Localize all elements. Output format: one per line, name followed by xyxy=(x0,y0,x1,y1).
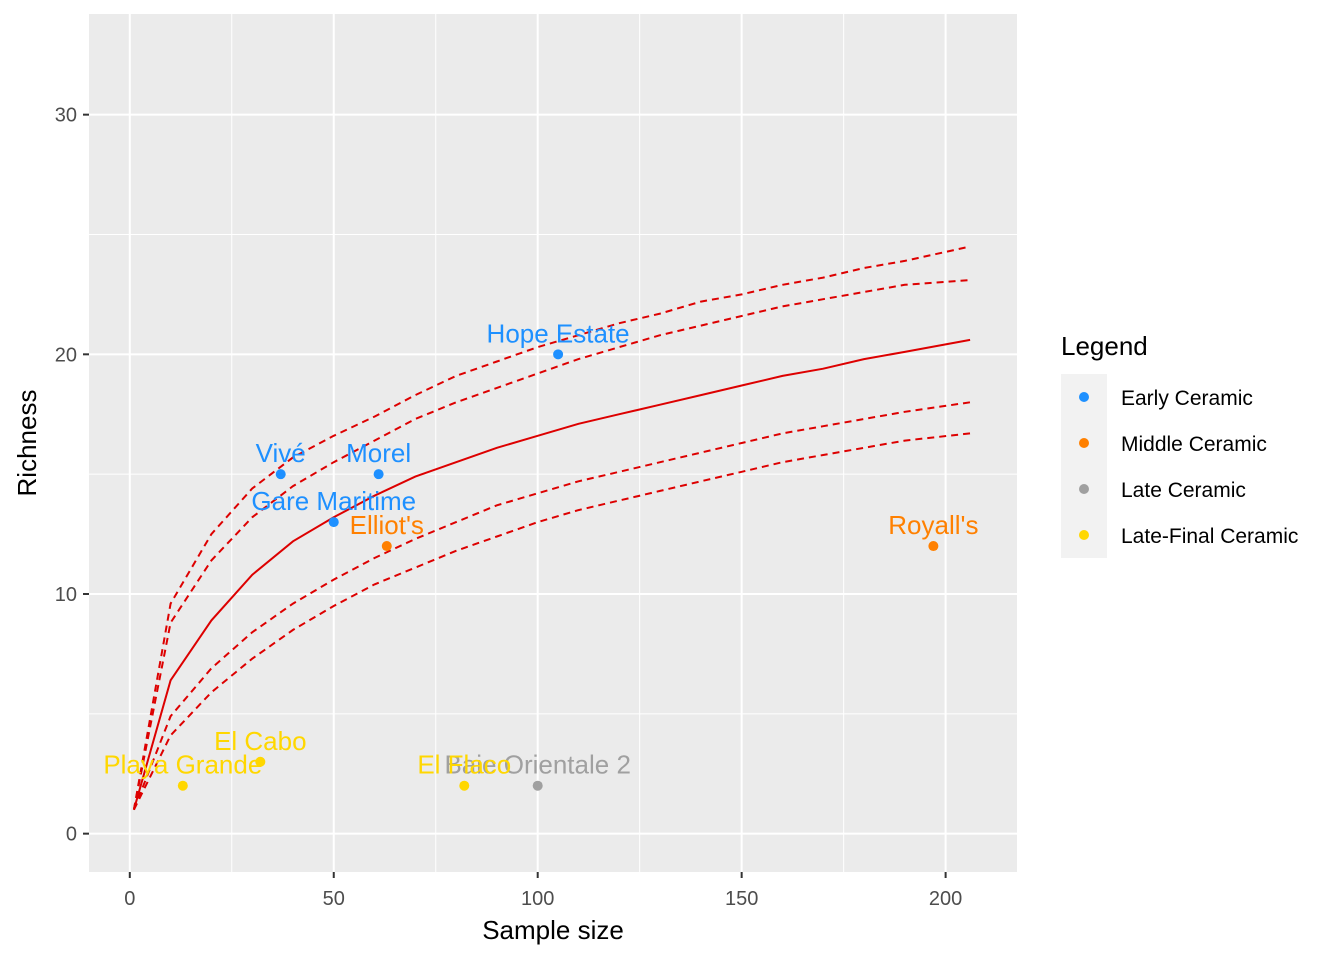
x-tick-label: 150 xyxy=(725,888,758,910)
data-point xyxy=(177,780,188,791)
rarefaction-curves xyxy=(132,245,971,811)
data-point xyxy=(459,780,470,791)
y-tick-label: 10 xyxy=(55,584,77,606)
x-axis-title: Sample size xyxy=(482,915,624,945)
x-axis: 0 50 100 150 200 xyxy=(124,872,962,910)
data-point xyxy=(275,469,286,480)
point-label: El Flaco xyxy=(417,750,511,780)
legend-label: Late Ceramic xyxy=(1121,479,1246,502)
data-point xyxy=(532,780,543,791)
data-point xyxy=(373,469,384,480)
point-label: Baie Orientale 2 xyxy=(444,750,630,780)
legend-label: Middle Ceramic xyxy=(1121,433,1267,456)
data-points xyxy=(177,349,939,791)
legend-key-background xyxy=(1061,374,1107,558)
data-point xyxy=(255,756,266,767)
rarefaction-mean-line xyxy=(132,338,971,810)
rarefaction-upper-inner-line xyxy=(132,279,971,810)
x-tick-label: 200 xyxy=(929,888,962,910)
legend-key-dot xyxy=(1079,484,1089,494)
rarefaction-lower-outer-line xyxy=(133,432,971,811)
point-label: Hope Estate xyxy=(487,318,630,348)
x-tick-label: 100 xyxy=(521,888,554,910)
y-tick-label: 30 xyxy=(55,105,77,127)
x-tick-label: 0 xyxy=(124,888,135,910)
minor-grid xyxy=(89,14,1017,872)
legend-label: Early Ceramic xyxy=(1121,387,1253,410)
point-label: El Cabo xyxy=(214,726,307,756)
legend-key-dot xyxy=(1079,392,1089,402)
data-point xyxy=(928,541,939,552)
point-labels: Hope Estate Vivé Morel Gare MaritimeElliot'… xyxy=(103,318,978,779)
rarefaction-lower-inner-line xyxy=(132,401,971,811)
y-tick-label: 20 xyxy=(55,344,77,366)
legend-label: Late-Final Ceramic xyxy=(1121,525,1298,548)
x-tick-label: 50 xyxy=(323,888,345,910)
rarefaction-upper-outer-line xyxy=(132,245,971,810)
data-point xyxy=(381,541,392,552)
point-label: Gare Maritime xyxy=(251,486,416,516)
data-point xyxy=(553,349,564,360)
y-axis-title: Richness xyxy=(12,390,42,497)
data-point xyxy=(328,517,339,528)
legend-key-dot xyxy=(1079,438,1089,448)
y-tick-label: 0 xyxy=(66,824,77,846)
point-label: Morel xyxy=(346,438,411,468)
point-label: Playa Grande xyxy=(103,750,262,780)
legend-key-dot xyxy=(1079,530,1089,540)
plot-panel xyxy=(89,14,1017,872)
point-label: Vivé xyxy=(256,438,306,468)
point-label: Elliot's xyxy=(350,510,424,540)
legend: Legend Early Ceramic Middle Ceramic Late C… xyxy=(1061,331,1298,558)
y-axis: 0 10 20 30 xyxy=(55,105,89,846)
point-label: Royall's xyxy=(888,510,978,540)
legend-title: Legend xyxy=(1061,331,1148,361)
